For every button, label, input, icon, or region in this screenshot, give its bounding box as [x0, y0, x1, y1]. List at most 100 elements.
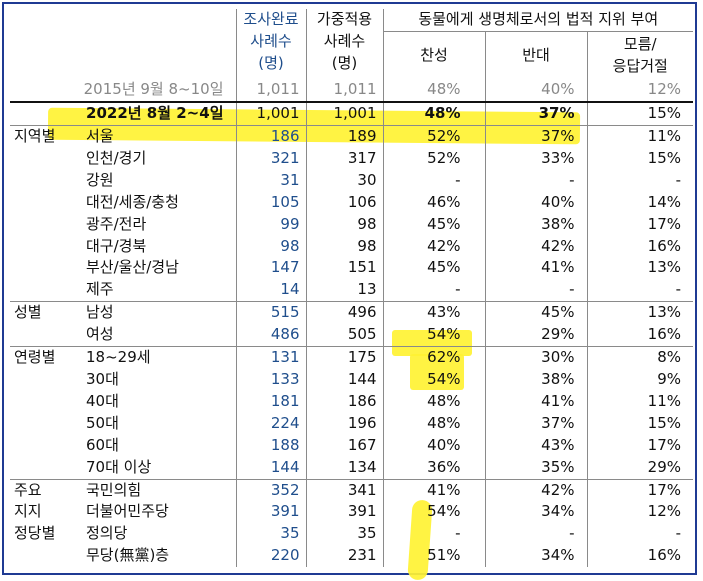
row-count-complete: 31: [235, 169, 306, 192]
row-count-complete: 133: [235, 369, 306, 391]
row-label: 제주: [86, 280, 114, 299]
row-count-complete: 515: [235, 301, 306, 325]
col-dk-header-1: 모름/: [623, 34, 657, 53]
row-count-weighted: 13: [305, 279, 383, 302]
row-count-complete: 220: [235, 545, 306, 568]
row-dk: 8%: [586, 346, 693, 369]
row-no: 33%: [484, 147, 587, 170]
row-yes: 36%: [382, 456, 485, 480]
table-row: 2015년 9월 8~10일 1,011 1,011 48% 40% 12%: [10, 79, 693, 104]
row-label: 50대: [86, 413, 119, 432]
table-row: 대구/경북 98 98 42% 42% 16%: [10, 235, 693, 258]
table-row: 인천/경기 321 317 52% 33% 15%: [10, 147, 693, 170]
row-label: 60대: [86, 435, 119, 454]
table-row: 연령별 18~29세 131 175 62% 30% 8%: [10, 346, 693, 369]
col-complete-header: 조사완료: [235, 9, 306, 32]
header-row-1: 조사완료 가중적용 동물에게 생명체로서의 법적 지위 부여: [10, 9, 693, 32]
row-count-weighted: 391: [305, 501, 383, 524]
row-label: 남성: [84, 301, 236, 325]
row-yes: 48%: [382, 412, 485, 435]
row-no: 41%: [484, 390, 587, 413]
col-question-header: 동물에게 생명체로서의 법적 지위 부여: [382, 9, 693, 32]
row-group: [10, 279, 84, 301]
row-yes: 52%: [382, 125, 485, 148]
table-body: 2015년 9월 8~10일 1,011 1,011 48% 40% 12% 2022년 8…: [10, 79, 693, 568]
row-count-complete: 352: [235, 478, 306, 502]
row-group: [10, 170, 84, 192]
table-row: 무당(無黨)층 220 231 51% 34% 16%: [10, 545, 693, 568]
table-row: 60대 188 167 40% 43% 17%: [10, 434, 693, 457]
row-count-complete: 1,001: [235, 102, 306, 126]
row-no: 45%: [484, 301, 587, 325]
row-count-weighted: 151: [305, 257, 383, 280]
row-count-complete: 131: [235, 346, 306, 369]
table-row: 70대 이상 144 134 36% 35% 29%: [10, 456, 693, 480]
row-count-complete: 144: [235, 456, 306, 480]
table-row: 광주/전라 99 98 45% 38% 17%: [10, 213, 693, 236]
row-no: -: [484, 169, 587, 192]
row-count-weighted: 1,011: [305, 79, 383, 104]
table-row: 지지 더불어민주당 391 391 54% 34% 12%: [10, 501, 693, 524]
row-yes: 54%: [382, 369, 485, 391]
row-yes: 42%: [382, 235, 485, 258]
row-count-complete: 1,011: [235, 79, 306, 104]
row-count-complete: 147: [235, 257, 306, 280]
row-yes: -: [382, 523, 485, 546]
row-dk: 11%: [586, 390, 693, 413]
row-no: 30%: [484, 346, 587, 369]
row-count-weighted: 98: [305, 213, 383, 236]
table-row: 30대 133 144 54% 38% 9%: [10, 369, 693, 391]
row-label: 부산/울산/경남: [86, 258, 179, 277]
col-weighted-sub-1: 사례수: [323, 32, 366, 51]
row-no: 40%: [484, 191, 587, 214]
row-no: 34%: [484, 501, 587, 524]
row-count-complete: 224: [235, 412, 306, 435]
table-row: 성별 남성 515 496 43% 45% 13%: [10, 301, 693, 325]
table-row: 대전/세종/충청 105 106 46% 40% 14%: [10, 191, 693, 214]
table-row: 주요 국민의힘 352 341 41% 42% 17%: [10, 478, 693, 502]
table-row: 40대 181 186 48% 41% 11%: [10, 390, 693, 413]
row-group: 지역별: [10, 125, 84, 148]
table-row: 정당별 정의당 35 35- - -: [10, 523, 693, 546]
row-group: 주요: [10, 478, 84, 502]
row-dk: -: [586, 279, 693, 302]
row-group: 지지: [14, 502, 42, 521]
row-no: 38%: [484, 213, 587, 236]
row-count-weighted: 134: [305, 456, 383, 480]
row-label: 70대 이상: [86, 457, 152, 476]
row-label: 광주/전라: [86, 214, 147, 233]
row-label: 대전/세종/충청: [86, 192, 179, 211]
col-weighted-sub-2: (명): [331, 54, 358, 73]
row-dk: 16%: [586, 235, 693, 258]
table-row: 부산/울산/경남 147 151 45% 41% 13%: [10, 257, 693, 280]
row-yes: 40%: [382, 434, 485, 457]
row-label: 여성: [86, 325, 114, 344]
header-row-2: 사례수 (명) 사례수 (명) 찬성 반대 모름/ 응답거절: [10, 31, 693, 80]
row-count-complete: 99: [235, 213, 306, 236]
row-group: [10, 236, 84, 258]
col-weighted-subheader: 사례수 (명): [305, 31, 383, 80]
row-count-weighted: 167: [305, 434, 383, 457]
row-no: 35%: [484, 456, 587, 480]
row-group: [10, 391, 84, 413]
row-dk: 13%: [586, 301, 693, 325]
row-no: -: [484, 523, 587, 546]
row-no: 42%: [484, 478, 587, 502]
col-no-header: 반대: [484, 31, 587, 80]
row-dk: 16%: [586, 324, 693, 347]
row-count-weighted: 144: [305, 369, 383, 391]
table-row: 2022년 8월 2~4일 1,001 1,001 48% 37% 15%: [10, 102, 693, 126]
survey-table: 조사완료 가중적용 동물에게 생명체로서의 법적 지위 부여 사례수 (명) 사…: [10, 9, 693, 568]
row-dk: 9%: [586, 369, 693, 391]
table-row: 강원 31 30- - -: [10, 169, 693, 192]
row-no: 37%: [484, 125, 587, 148]
row-group: [10, 214, 84, 236]
row-yes: -: [382, 279, 485, 302]
row-count-weighted: 231: [305, 545, 383, 568]
table-row: 여성 486 505 54% 29% 16%: [10, 324, 693, 347]
row-count-weighted: 106: [305, 191, 383, 214]
row-no: 38%: [484, 369, 587, 391]
row-group: [10, 457, 84, 479]
row-no: 37%: [484, 102, 587, 126]
row-count-complete: 321: [235, 147, 306, 170]
